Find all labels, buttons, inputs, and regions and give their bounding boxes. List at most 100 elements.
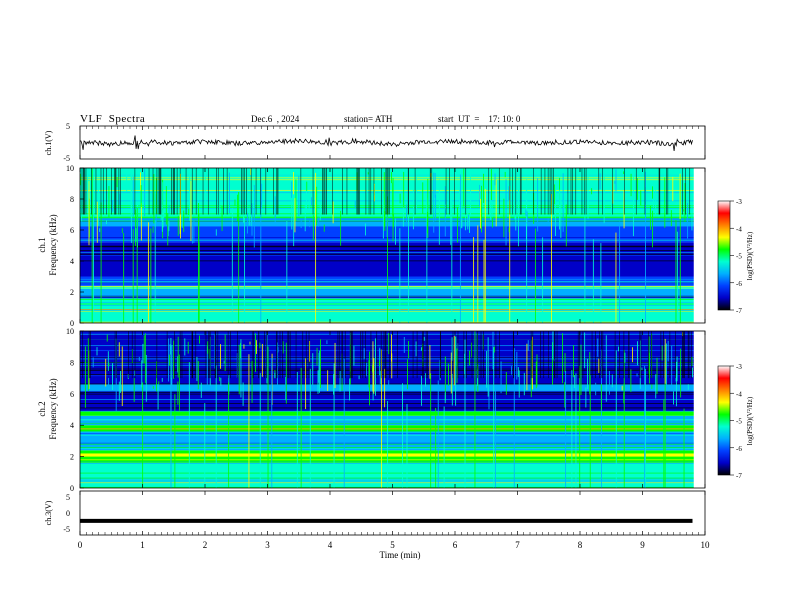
spectrogram-sferic-streak <box>105 358 107 387</box>
ch1-colorbar: -3 -4 -5 -6 -7 log(PSD)(V²/Hz) <box>717 198 754 315</box>
spectrogram-sferic-streak <box>595 382 597 396</box>
spectrogram-sferic-streak <box>676 356 678 382</box>
spectrogram-harmonic-line <box>80 426 705 428</box>
spectrogram-dark-gap <box>532 331 534 379</box>
spectrogram-sferic-streak <box>379 360 380 366</box>
spectrogram-harmonic-line <box>80 303 705 305</box>
spectrogram-harmonic-line <box>80 478 705 480</box>
spectrogram-sferic-streak <box>691 356 693 367</box>
spectrogram-dark-gap <box>152 168 154 215</box>
spectrogram-harmonic-line <box>80 282 705 283</box>
spectrogram-dark-gap <box>577 331 579 379</box>
spectrogram-sferic-streak <box>379 347 381 357</box>
spectrogram-sferic-streak <box>315 172 317 323</box>
spectrogram-sferic-streak <box>383 172 385 227</box>
spectrogram-dark-gap <box>159 168 161 215</box>
ch1-colorbar-ticks: -3 -4 -5 -6 -7 <box>730 198 742 315</box>
spectrogram-sferic-streak <box>611 374 613 388</box>
spectrogram-sferic-streak <box>177 336 179 378</box>
spectrogram-dark-gap <box>547 168 549 215</box>
spectrogram-sferic-streak <box>450 352 452 394</box>
spectrogram-dark-gap <box>651 331 653 379</box>
spectrogram-dark-gap <box>639 331 641 379</box>
spectrogram-sferic-streak <box>134 209 136 246</box>
freq-tick-label: 0 <box>70 319 74 328</box>
spectrogram-harmonic-line <box>80 250 705 251</box>
spectrogram-sferic-streak <box>623 171 625 175</box>
spectrogram-sferic-streak <box>664 344 666 488</box>
spectrogram-harmonic-line <box>80 179 705 181</box>
spectrogram-sferic-streak <box>644 368 646 488</box>
spectrogram-sferic-streak <box>597 338 599 357</box>
ch3-ylabel: ch.3(V) <box>44 500 53 525</box>
spectrogram-sferic-streak <box>571 370 573 488</box>
spectrogram-dark-gap <box>640 331 642 379</box>
spectrogram-harmonic-line <box>80 406 705 408</box>
spectrogram-sferic-streak <box>683 408 685 488</box>
spectrogram-sferic-streak <box>444 392 446 404</box>
spectrogram-dark-gap <box>544 168 546 215</box>
spectrogram-sferic-streak <box>277 342 278 386</box>
freq-tick-label: 4 <box>70 257 74 266</box>
spectrogram-dark-gap <box>689 168 691 215</box>
spectrogram-sferic-streak <box>564 382 566 408</box>
spectrogram-band <box>80 415 705 426</box>
spectrogram-sferic-streak <box>651 384 653 389</box>
spectrogram-dark-gap <box>570 168 572 215</box>
spectrogram-sferic-streak <box>392 213 394 228</box>
time-tick-label: 10 <box>701 540 711 550</box>
spectrogram-sferic-streak <box>587 169 589 220</box>
spectrogram-harmonic-line <box>80 253 705 255</box>
spectrogram-sferic-streak <box>112 200 114 212</box>
spectrogram-dark-gap <box>158 168 160 215</box>
spectrogram-sferic-streak <box>463 168 465 207</box>
spectrogram-sferic-streak <box>640 190 642 206</box>
spectrogram-dark-gap <box>614 331 616 379</box>
spectrogram-dark-gap <box>120 168 121 215</box>
spectrogram-sferic-streak <box>565 204 567 247</box>
spectrogram-sferic-streak <box>152 226 154 233</box>
spectrogram-no-data <box>693 331 705 488</box>
spectrogram-sferic-streak <box>251 203 253 236</box>
spectrogram-sferic-streak <box>600 384 602 411</box>
spectrogram-sferic-streak <box>309 340 311 362</box>
spectrogram-sferic-streak <box>181 211 183 228</box>
spectrogram-dark-gap <box>556 331 558 379</box>
spectrogram-sferic-streak <box>430 190 432 202</box>
spectrogram-sferic-streak <box>368 360 370 388</box>
spectrogram-harmonic-line <box>80 481 705 483</box>
time-tick-label: 0 <box>78 540 83 550</box>
spectrogram-dark-gap <box>160 168 162 215</box>
spectrogram-dark-gap <box>440 331 441 379</box>
spectrogram-dark-gap <box>408 168 409 215</box>
spectrogram-harmonic-line <box>80 447 705 449</box>
colorbar-tick-label: -7 <box>736 307 742 315</box>
spectrogram-sferic-streak <box>107 351 109 371</box>
spectrogram-sferic-streak <box>200 382 202 398</box>
spectrogram-sferic-streak <box>615 232 617 323</box>
spectrogram-dark-gap <box>376 331 378 379</box>
spectrogram-sferic-streak <box>608 370 610 395</box>
spectrogram-sferic-streak <box>240 339 242 398</box>
spectrogram-dark-gap <box>131 331 133 379</box>
spectrogram-sferic-streak <box>487 337 489 397</box>
spectrogram-sferic-streak <box>514 193 516 220</box>
spectrogram-sferic-streak <box>679 173 681 220</box>
spectrogram-sferic-streak <box>236 197 238 204</box>
spectrogram-sferic-streak <box>340 210 342 246</box>
ch2-colorbar-ticks: -3 -4 -5 -6 -7 <box>730 363 742 480</box>
spectrogram-harmonic-line <box>80 281 705 283</box>
spectrogram-dark-gap <box>644 168 646 215</box>
spectrogram-sferic-streak <box>435 408 437 488</box>
spectrogram-harmonic-line <box>80 356 705 358</box>
spectrogram-sferic-streak <box>246 212 248 234</box>
spectrogram-sferic-streak <box>691 203 693 231</box>
spectrogram-dark-gap <box>690 331 692 379</box>
spectrogram-dark-gap <box>185 168 187 215</box>
spectrogram-harmonic-line <box>80 390 705 392</box>
spectrogram-dark-gap <box>214 331 216 379</box>
spectrogram-dark-gap <box>134 331 136 379</box>
spectrogram-sferic-streak <box>623 349 625 488</box>
spectrogram-sferic-streak <box>199 335 200 344</box>
spectrogram-sferic-streak <box>477 225 479 323</box>
